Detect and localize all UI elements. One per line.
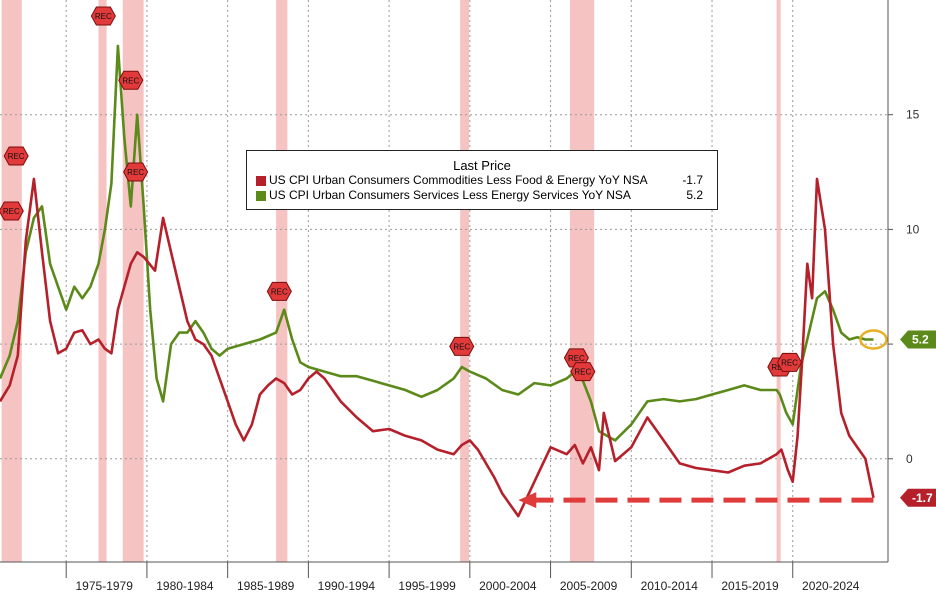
recession-tags: RECRECRECRECRECRECRECRECRECRECREC xyxy=(0,6,803,382)
series-line-services xyxy=(0,44,874,442)
badge-label: 5.2 xyxy=(912,332,929,346)
recession-band xyxy=(569,0,595,562)
rec-tag-label: REC xyxy=(127,168,144,177)
rec-tag: REC xyxy=(449,336,475,356)
rec-tag: REC xyxy=(3,146,29,166)
recession-band xyxy=(1,0,22,562)
rec-tag-label: REC xyxy=(271,287,288,296)
legend-label-commodities: US CPI Urban Consumers Commodities Less … xyxy=(269,173,648,187)
rec-tag: REC xyxy=(570,362,596,382)
rec-tag-shape xyxy=(118,70,144,90)
rec-tag: REC xyxy=(0,201,24,221)
rec-tag-shape xyxy=(123,162,149,182)
highlight-circle xyxy=(859,329,888,350)
last-value-badge-commodities: -1.7 xyxy=(900,488,936,507)
badge-label: -1.7 xyxy=(912,491,933,505)
recession-band xyxy=(98,0,107,562)
rec-tag-label: REC xyxy=(3,207,20,216)
rec-tag-label: REC xyxy=(574,368,591,377)
rec-tag-shape xyxy=(570,362,596,382)
y-tick-label: 0 xyxy=(906,452,913,466)
rec-tag-label: REC xyxy=(781,358,798,367)
x-tick-label: 2010-2014 xyxy=(641,579,699,593)
y-tick-label: 10 xyxy=(906,222,920,236)
x-tick-label: 1980-1984 xyxy=(156,579,214,593)
x-tick-label: 1995-1999 xyxy=(398,579,456,593)
legend-item-services: US CPI Urban Consumers Services Less Ene… xyxy=(247,188,717,203)
series-line-commodities xyxy=(0,177,875,518)
x-tick-label: 1990-1994 xyxy=(318,579,376,593)
annotation-arrowhead xyxy=(518,492,537,509)
x-tick-label: 2005-2009 xyxy=(560,579,618,593)
recession-band xyxy=(776,0,781,562)
legend-value-commodities: -1.7 xyxy=(682,173,703,187)
rec-tag-label: REC xyxy=(8,152,25,161)
rec-tag-shape xyxy=(776,352,803,372)
legend-swatch-commodities xyxy=(256,176,266,186)
rec-tag: REC xyxy=(90,6,116,26)
recession-band xyxy=(460,0,470,562)
x-tick-label: 2000-2004 xyxy=(479,579,537,593)
last-value-badge-services: 5.2 xyxy=(900,330,936,349)
legend-swatch-services xyxy=(256,191,266,201)
rec-tag: REC xyxy=(266,281,292,301)
badge-shape xyxy=(900,330,936,349)
rec-tag-shape xyxy=(90,6,116,26)
y-tick-label: 15 xyxy=(906,108,920,122)
rec-tag-label: REC xyxy=(453,342,470,351)
rec-tag-label: REC xyxy=(568,354,585,363)
gridlines xyxy=(0,0,888,562)
recession-bands xyxy=(1,0,781,562)
rec-tag-label: REC xyxy=(122,76,139,85)
x-tick-label: 1985-1989 xyxy=(237,579,295,593)
x-tick-label: 2015-2019 xyxy=(721,579,779,593)
rec-tag-shape xyxy=(3,146,29,166)
x-tick-label: 2020-2024 xyxy=(802,579,860,593)
rec-tag: REC xyxy=(123,162,149,182)
legend-title: Last Price xyxy=(453,158,511,173)
badge-shape xyxy=(900,488,936,507)
legend-value-services: 5.2 xyxy=(686,188,703,202)
series-lines xyxy=(0,44,875,518)
rec-tag: REC xyxy=(118,70,144,90)
rec-tag-label: REC xyxy=(95,12,112,21)
x-tick-label: 1975-1979 xyxy=(76,579,134,593)
legend-label-services: US CPI Urban Consumers Services Less Ene… xyxy=(269,188,631,202)
rec-tag-shape xyxy=(266,281,292,301)
rec-tag: REC xyxy=(776,352,803,372)
annotation-arrow xyxy=(518,329,888,509)
rec-tag-shape xyxy=(449,336,475,356)
legend-item-commodities: US CPI Urban Consumers Commodities Less … xyxy=(247,173,717,188)
chart-legend: Last Price US CPI Urban Consumers Commod… xyxy=(246,150,718,210)
rec-tag-shape xyxy=(0,201,24,221)
recession-band xyxy=(276,0,288,562)
